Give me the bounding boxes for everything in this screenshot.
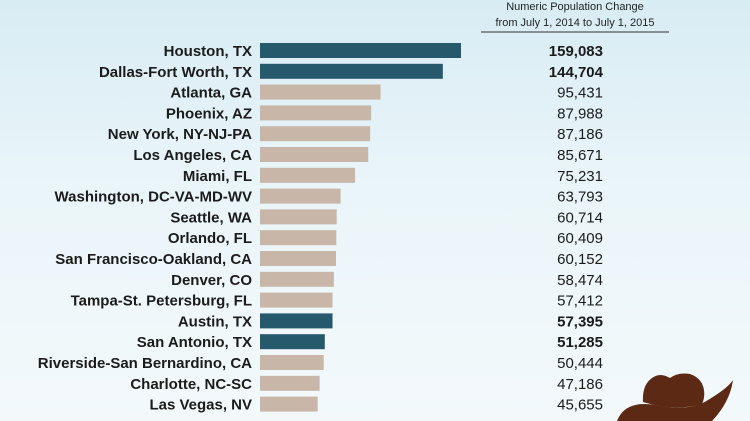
value-label: 75,231 <box>557 168 603 185</box>
bar <box>260 84 381 100</box>
value-label: 87,988 <box>557 105 603 122</box>
header-line-1: Numeric Population Change <box>506 1 644 13</box>
bar <box>260 105 372 121</box>
value-label: 57,412 <box>557 293 603 310</box>
category-label: Charlotte, NC-SC <box>130 376 252 393</box>
category-label: Washington, DC-VA-MD-WV <box>55 189 252 206</box>
category-label: Miami, FL <box>183 168 252 185</box>
bar-row: Houston, TX 159,083 <box>164 43 603 60</box>
bar <box>260 167 356 183</box>
category-label: Houston, TX <box>164 43 252 60</box>
category-label: Dallas-Fort Worth, TX <box>99 64 252 81</box>
bar-row: San Antonio, TX 51,285 <box>137 334 603 351</box>
value-label: 57,395 <box>557 313 603 330</box>
cowboy-hat-icon <box>617 373 733 421</box>
category-label: New York, NY-NJ-PA <box>108 126 252 143</box>
bar-row: Seattle, WA 60,714 <box>170 209 603 226</box>
value-label: 60,409 <box>557 230 603 247</box>
value-label: 85,671 <box>557 147 603 164</box>
bar-row: Austin, TX 57,395 <box>178 313 603 330</box>
bar <box>260 396 318 412</box>
value-label: 58,474 <box>557 272 603 289</box>
category-label: Orlando, FL <box>168 230 252 247</box>
category-label: Austin, TX <box>178 313 252 330</box>
category-label: San Antonio, TX <box>137 334 252 351</box>
bar <box>260 355 324 370</box>
value-label: 63,793 <box>557 189 603 206</box>
value-label: 51,285 <box>557 334 603 351</box>
bar <box>260 63 443 79</box>
bar <box>260 334 325 350</box>
bar-row: Tampa-St. Petersburg, FL 57,412 <box>71 292 603 310</box>
bar-row: Phoenix, AZ 87,988 <box>166 105 603 122</box>
bar <box>260 43 461 58</box>
header-line-2: from July 1, 2014 to July 1, 2015 <box>496 17 655 29</box>
bar <box>260 230 337 246</box>
category-label: Phoenix, AZ <box>166 105 252 122</box>
bar-row: Charlotte, NC-SC 47,186 <box>130 375 603 393</box>
category-label: Atlanta, GA <box>170 85 252 102</box>
column-header: Numeric Population Change from July 1, 2… <box>481 1 669 33</box>
value-label: 159,083 <box>549 43 603 60</box>
category-label: Denver, CO <box>171 272 252 289</box>
category-label: Riverside-San Bernardino, CA <box>38 355 252 372</box>
bar-row: Denver, CO 58,474 <box>171 271 603 289</box>
value-label: 144,704 <box>549 64 604 81</box>
bar <box>260 292 333 308</box>
bar <box>260 271 334 287</box>
bar <box>260 209 337 225</box>
category-label: Tampa-St. Petersburg, FL <box>71 293 252 310</box>
bar-row: Orlando, FL 60,409 <box>168 230 603 247</box>
bar <box>260 147 369 162</box>
value-label: 95,431 <box>557 85 603 102</box>
value-label: 45,655 <box>557 397 603 414</box>
bar-rows: Houston, TX 159,083 Dallas-Fort Worth, TX 1… <box>38 43 604 414</box>
bar <box>260 188 341 204</box>
value-label: 50,444 <box>557 355 603 372</box>
category-label: Los Angeles, CA <box>133 147 252 164</box>
bar-row: Washington, DC-VA-MD-WV 63,793 <box>55 188 603 206</box>
category-label: Seattle, WA <box>170 209 252 226</box>
value-label: 87,186 <box>557 126 603 143</box>
value-label: 47,186 <box>557 376 603 393</box>
bar <box>260 375 320 391</box>
value-label: 60,714 <box>557 209 603 226</box>
bar <box>260 313 333 329</box>
bar-row: Los Angeles, CA 85,671 <box>133 147 603 164</box>
bar-row: Miami, FL 75,231 <box>183 167 603 185</box>
bar <box>260 126 371 142</box>
category-label: Las Vegas, NV <box>149 397 252 414</box>
bar <box>260 251 337 266</box>
bar-row: Atlanta, GA 95,431 <box>170 84 603 102</box>
category-label: San Francisco-Oakland, CA <box>55 251 252 268</box>
value-label: 60,152 <box>557 251 603 268</box>
bar-row: San Francisco-Oakland, CA 60,152 <box>55 251 603 268</box>
bar-row: Riverside-San Bernardino, CA 50,444 <box>38 355 603 372</box>
bar-row: New York, NY-NJ-PA 87,186 <box>108 126 603 143</box>
bar-row: Las Vegas, NV 45,655 <box>149 396 603 414</box>
bar-row: Dallas-Fort Worth, TX 144,704 <box>99 63 604 81</box>
